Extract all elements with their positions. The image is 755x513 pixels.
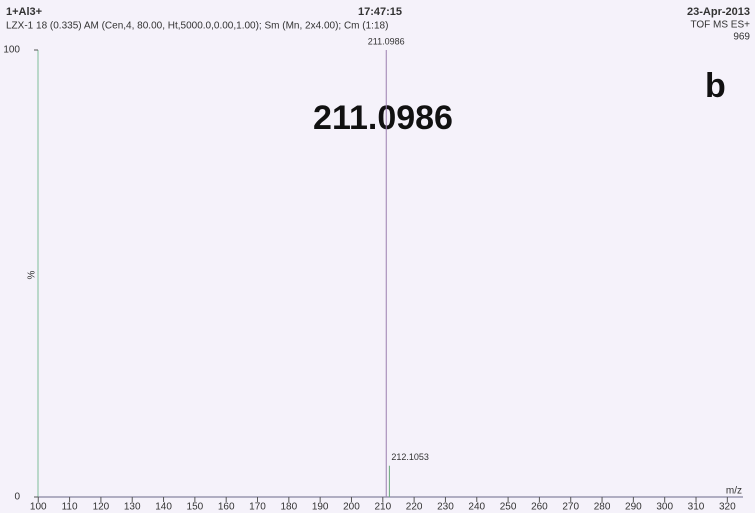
sample: 1+Al3+ bbox=[6, 6, 42, 18]
x-tick-label: 160 bbox=[218, 502, 235, 513]
y-tick-label: 0 bbox=[14, 492, 20, 503]
x-tick-label: 250 bbox=[500, 502, 517, 513]
x-tick-label: 230 bbox=[437, 502, 454, 513]
x-tick-label: 110 bbox=[62, 502, 78, 513]
x-tick-label: 310 bbox=[688, 502, 705, 513]
acquisition: LZX-1 18 (0.335) AM (Cen,4, 80.00, Ht,50… bbox=[6, 21, 388, 32]
peak-label: 211.0986 bbox=[368, 36, 405, 46]
annotation: 211.0986 bbox=[313, 99, 453, 137]
x-tick-label: 280 bbox=[594, 502, 611, 513]
x-tick-label: 200 bbox=[343, 502, 360, 513]
x-tick-label: 210 bbox=[374, 502, 391, 513]
date: 23-Apr-2013 bbox=[687, 6, 750, 18]
x-tick-label: 120 bbox=[93, 502, 110, 513]
peak-label: 212.1053 bbox=[391, 452, 429, 462]
x-tick-label: 180 bbox=[280, 502, 297, 513]
x-tick-label: 150 bbox=[187, 502, 204, 513]
x-tick-label: 270 bbox=[562, 502, 579, 513]
x-tick-label: 240 bbox=[468, 502, 485, 513]
x-tick-label: 260 bbox=[531, 502, 548, 513]
x-tick-label: 290 bbox=[625, 502, 642, 513]
x-tick-label: 100 bbox=[30, 502, 47, 513]
x-tick-label: 170 bbox=[249, 502, 266, 513]
mode: TOF MS ES+ bbox=[690, 20, 750, 31]
y-tick-label: 100 bbox=[3, 45, 20, 56]
y-axis-label: % bbox=[27, 270, 38, 279]
x-tick-label: 130 bbox=[124, 502, 141, 513]
intensity: 969 bbox=[733, 32, 750, 43]
x-tick-label: 220 bbox=[406, 502, 423, 513]
x-tick-label: 300 bbox=[656, 502, 673, 513]
x-tick-label: 320 bbox=[719, 502, 736, 513]
time: 17:47:15 bbox=[358, 6, 402, 18]
x-tick-label: 140 bbox=[155, 502, 172, 513]
panel-label: b bbox=[705, 67, 726, 105]
x-axis-label: m/z bbox=[726, 486, 742, 497]
x-tick-label: 190 bbox=[312, 502, 329, 513]
